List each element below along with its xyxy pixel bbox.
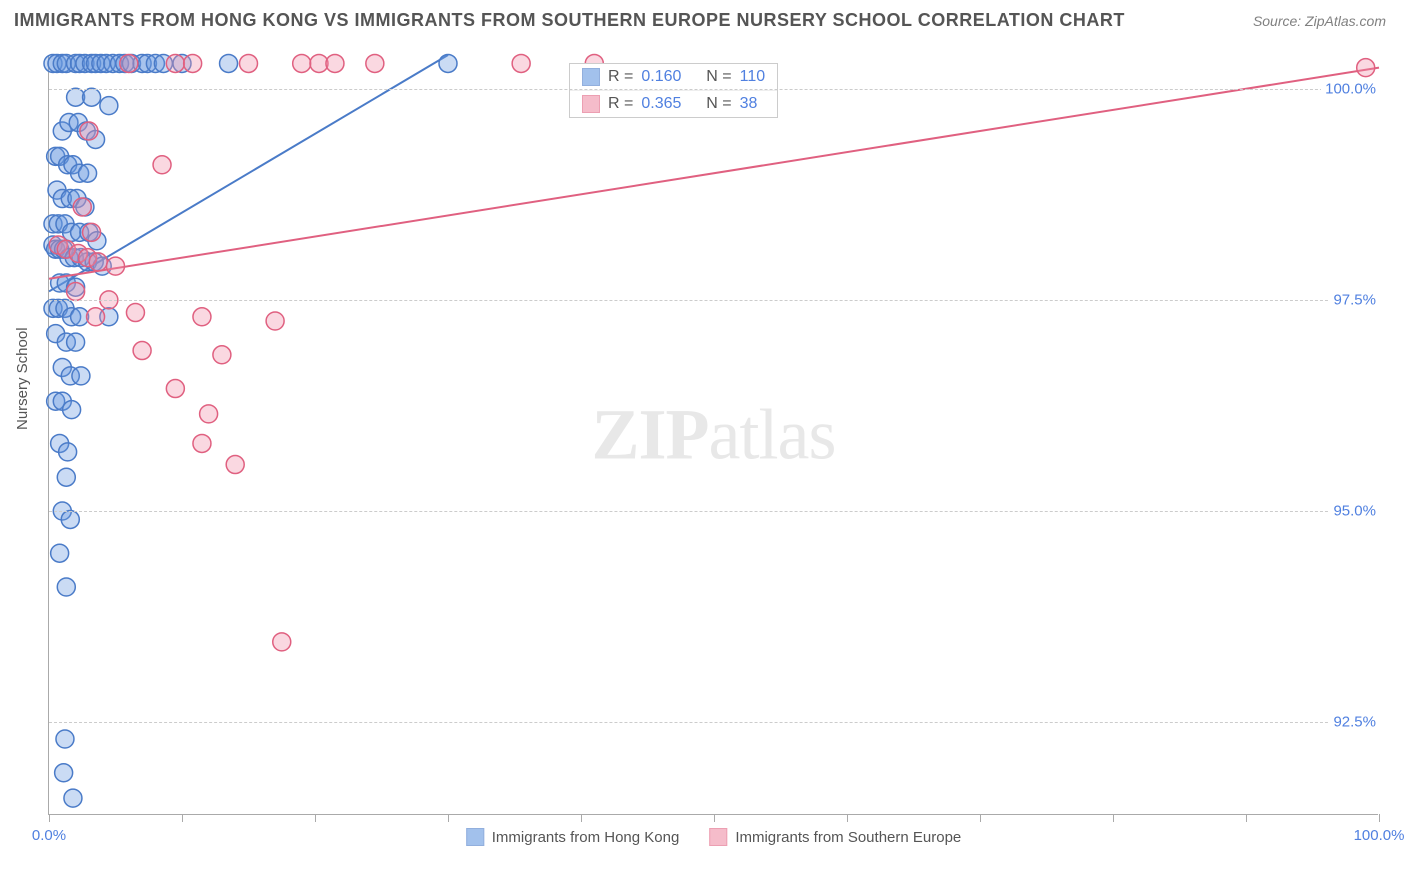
data-point	[200, 405, 218, 423]
data-point	[133, 342, 151, 360]
x-tick	[1113, 814, 1114, 822]
legend-swatch-1	[466, 828, 484, 846]
data-point	[73, 198, 91, 216]
x-tick	[182, 814, 183, 822]
gridline-h	[49, 300, 1378, 301]
gridline-h	[49, 89, 1378, 90]
data-point	[80, 122, 98, 140]
plot-svg	[49, 55, 1378, 814]
data-point	[55, 764, 73, 782]
data-point	[100, 97, 118, 115]
data-point	[366, 54, 384, 72]
data-point	[67, 282, 85, 300]
data-point	[220, 54, 238, 72]
stats-n-label: N =	[706, 68, 731, 86]
y-tick-label: 95.0%	[1329, 503, 1380, 520]
stats-r-value-1: 0.160	[641, 68, 681, 86]
legend-item-2: Immigrants from Southern Europe	[709, 828, 961, 846]
data-point	[153, 156, 171, 174]
stats-r-label: R =	[608, 68, 633, 86]
data-point	[266, 312, 284, 330]
legend-label-2: Immigrants from Southern Europe	[735, 829, 961, 846]
x-tick	[49, 814, 50, 822]
data-point	[193, 434, 211, 452]
stats-legend-box: R = 0.160 N = 110 R = 0.365 N = 38	[569, 63, 778, 118]
x-tick	[581, 814, 582, 822]
data-point	[107, 257, 125, 275]
stats-row-series2: R = 0.365 N = 38	[570, 90, 777, 117]
x-tick	[847, 814, 848, 822]
x-tick	[315, 814, 316, 822]
data-point	[57, 578, 75, 596]
data-point	[184, 54, 202, 72]
data-point	[512, 54, 530, 72]
data-point	[51, 544, 69, 562]
data-point	[67, 333, 85, 351]
data-point	[59, 443, 77, 461]
stats-swatch-1	[582, 68, 600, 86]
chart-source: Source: ZipAtlas.com	[1253, 13, 1386, 29]
data-point	[120, 54, 138, 72]
data-point	[63, 401, 81, 419]
data-point	[83, 88, 101, 106]
gridline-h	[49, 511, 1378, 512]
trend-line	[49, 55, 448, 291]
y-tick-label: 97.5%	[1329, 291, 1380, 308]
data-point	[1357, 59, 1375, 77]
chart-plot-area: ZIPatlas R = 0.160 N = 110 R = 0.365 N =…	[48, 55, 1378, 815]
stats-n-value-1: 110	[740, 68, 766, 86]
x-tick	[980, 814, 981, 822]
legend-item-1: Immigrants from Hong Kong	[466, 828, 680, 846]
data-point	[126, 304, 144, 322]
gridline-h	[49, 722, 1378, 723]
legend-swatch-2	[709, 828, 727, 846]
stats-swatch-2	[582, 95, 600, 113]
data-point	[439, 54, 457, 72]
y-tick-label: 92.5%	[1329, 714, 1380, 731]
data-point	[193, 308, 211, 326]
data-point	[326, 54, 344, 72]
x-tick	[448, 814, 449, 822]
data-point	[61, 510, 79, 528]
data-point	[166, 54, 184, 72]
data-point	[83, 223, 101, 241]
data-point	[89, 253, 107, 271]
data-point	[240, 54, 258, 72]
stats-r-label-2: R =	[608, 95, 633, 113]
x-tick-label: 100.0%	[1354, 827, 1405, 844]
stats-r-value-2: 0.365	[641, 95, 681, 113]
data-point	[64, 789, 82, 807]
legend-bottom: Immigrants from Hong Kong Immigrants fro…	[466, 828, 962, 846]
stats-n-label-2: N =	[706, 95, 731, 113]
chart-title: IMMIGRANTS FROM HONG KONG VS IMMIGRANTS …	[14, 10, 1125, 31]
data-point	[87, 308, 105, 326]
data-point	[273, 633, 291, 651]
data-point	[79, 164, 97, 182]
x-tick	[714, 814, 715, 822]
x-tick	[1379, 814, 1380, 822]
data-point	[293, 54, 311, 72]
data-point	[57, 468, 75, 486]
x-tick	[1246, 814, 1247, 822]
data-point	[226, 456, 244, 474]
y-tick-label: 100.0%	[1321, 80, 1380, 97]
data-point	[72, 367, 90, 385]
y-axis-label: Nursery School	[14, 327, 31, 430]
legend-label-1: Immigrants from Hong Kong	[492, 829, 680, 846]
data-point	[213, 346, 231, 364]
stats-n-value-2: 38	[740, 95, 758, 113]
data-point	[56, 730, 74, 748]
data-point	[166, 380, 184, 398]
x-tick-label: 0.0%	[32, 827, 66, 844]
stats-row-series1: R = 0.160 N = 110	[570, 64, 777, 90]
